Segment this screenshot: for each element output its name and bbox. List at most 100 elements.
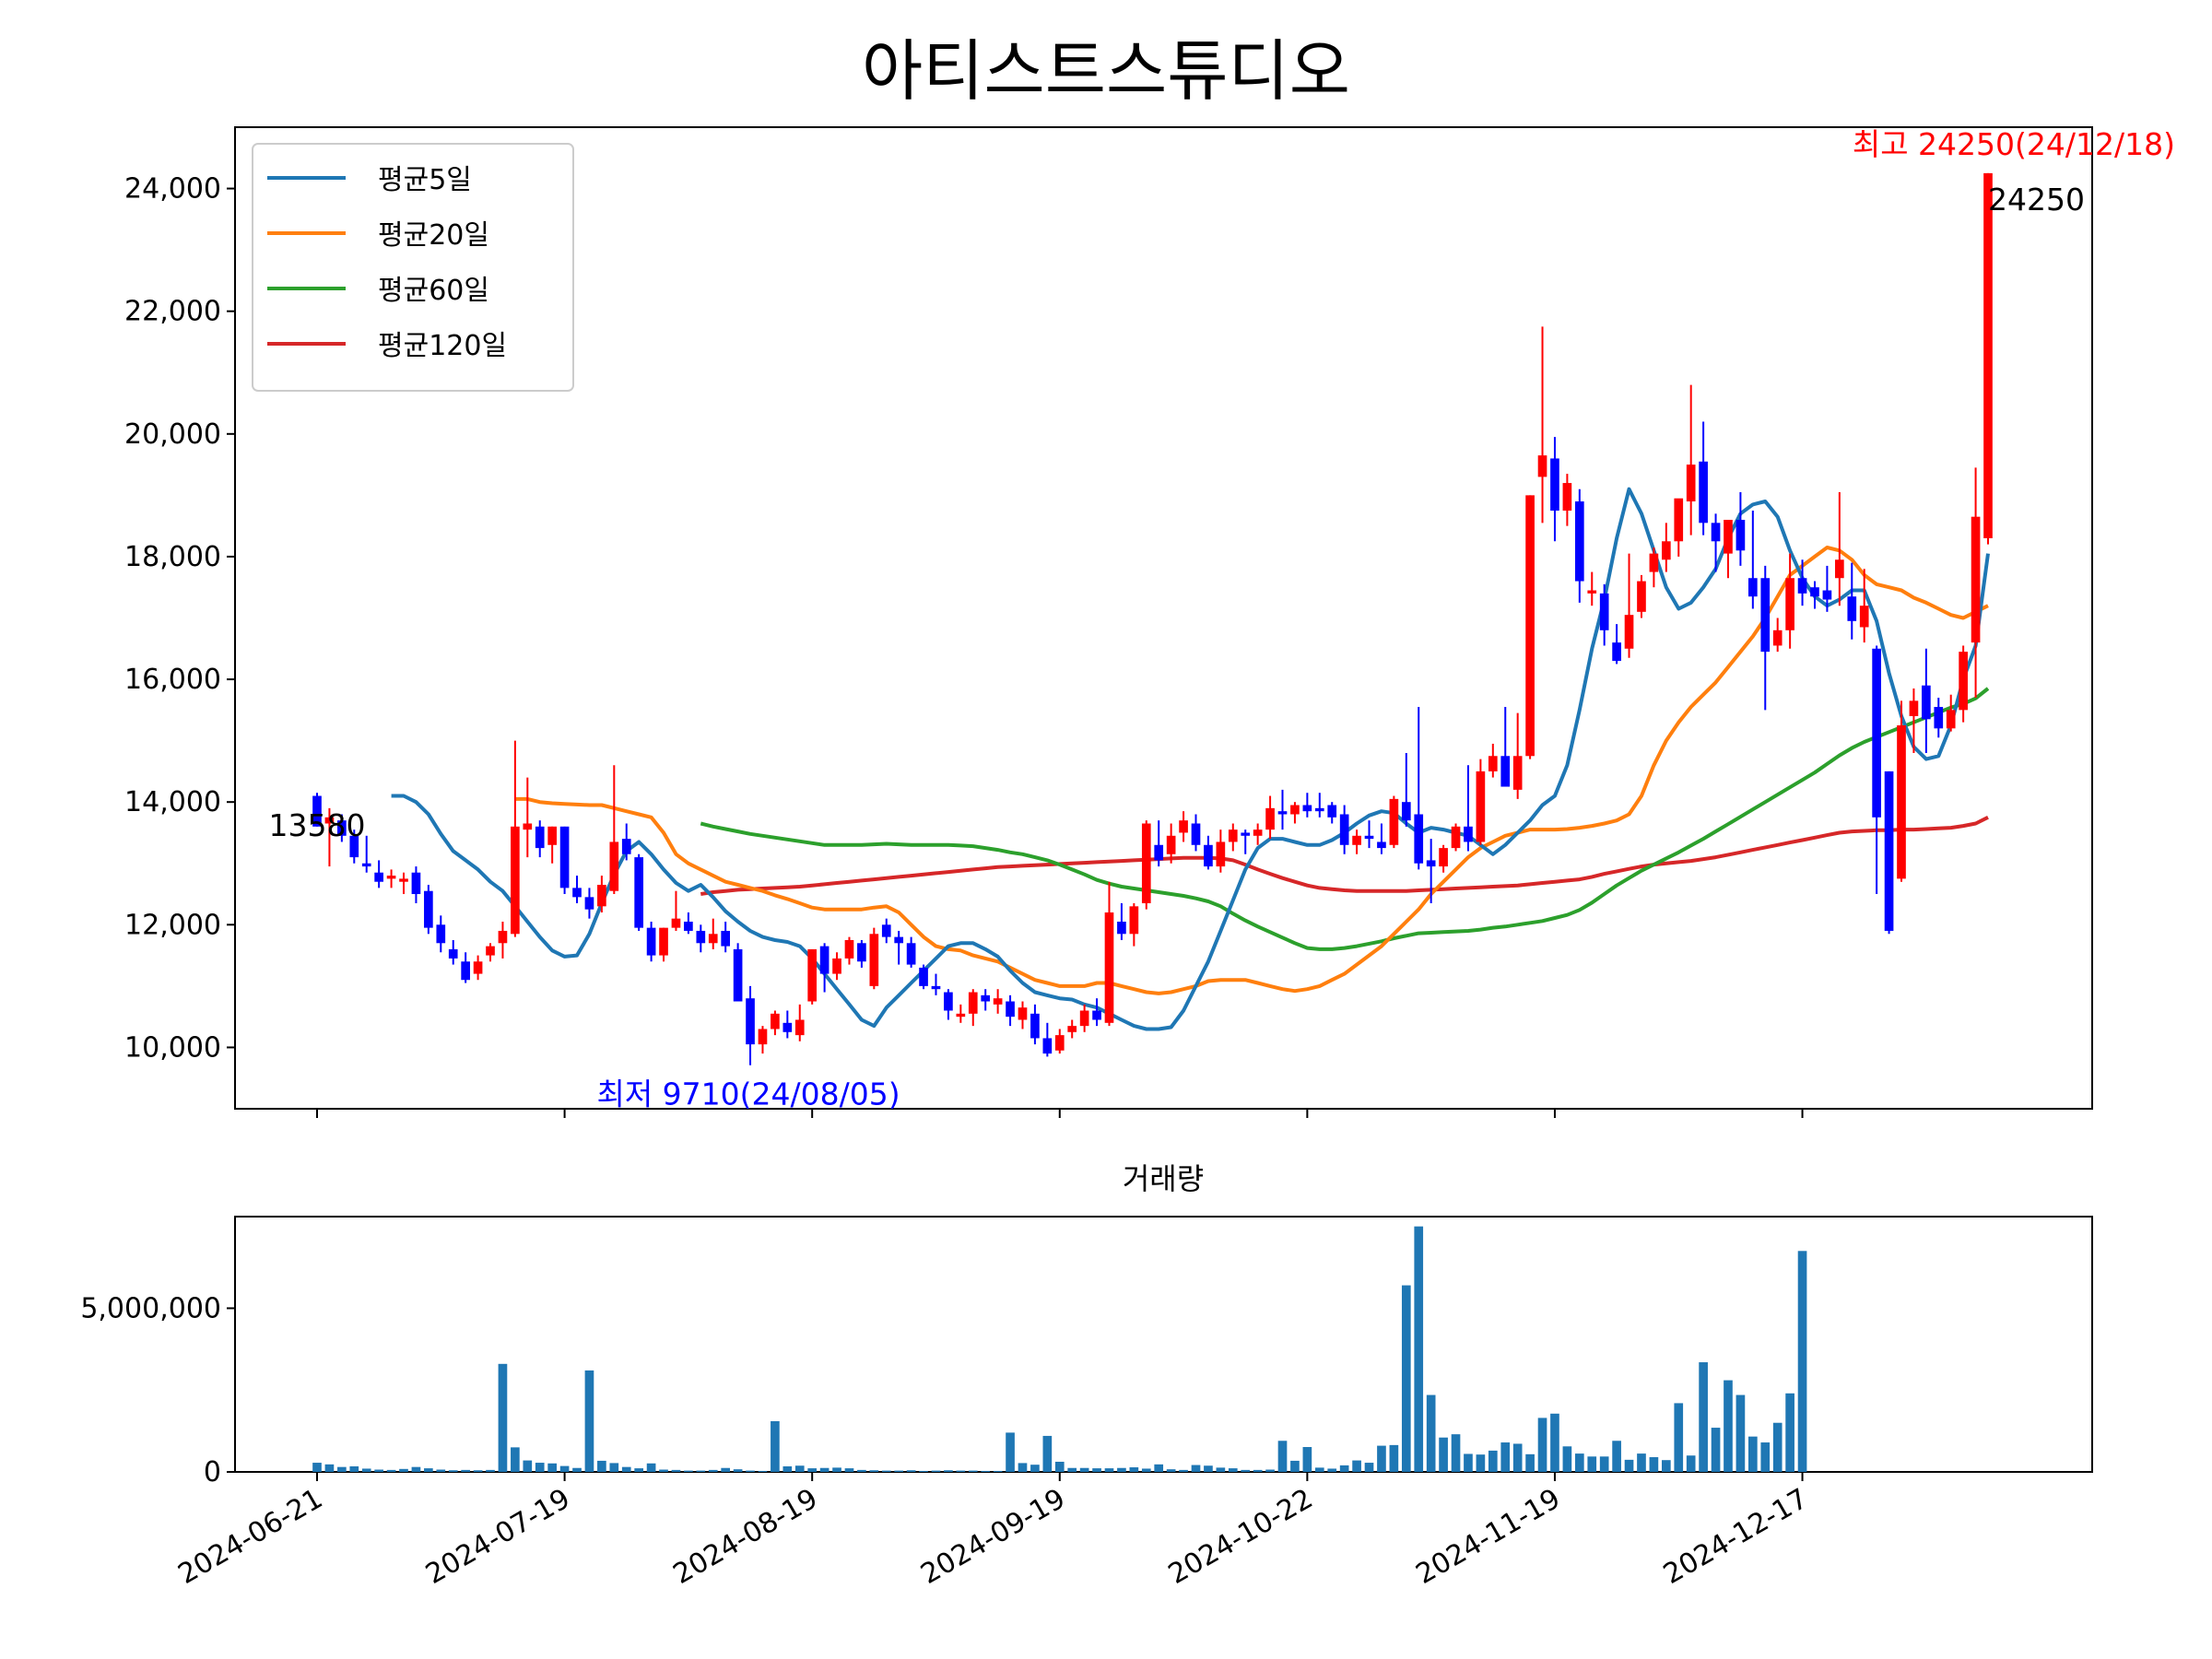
candle-body [1464,826,1473,842]
candle-body [1772,629,1783,646]
candle-body [931,985,941,990]
candle-body [411,872,421,895]
candle-body [498,930,508,944]
volume-bar [993,1470,1003,1472]
volume-bar [621,1466,631,1472]
volume-y-tick-label: 0 [204,1456,221,1488]
volume-bar [1166,1469,1176,1472]
candle-body [1389,798,1399,845]
ma120-line [700,816,1989,896]
volume-bar [721,1467,731,1472]
volume-bar [486,1469,495,1472]
volume-bar [1290,1460,1300,1472]
candle-body [721,930,731,947]
volume-bar [1314,1467,1324,1472]
candle-body [634,857,644,928]
volume-bar [1204,1465,1213,1472]
candle-body [671,918,681,928]
date-tick-label: 2024-06-21 [173,1483,328,1591]
volume-bar [535,1463,545,1472]
volume-title: 거래량 [1123,1161,1204,1196]
volume-bar [1599,1456,1609,1472]
candle-body [1129,906,1139,935]
legend-label: 평균5일 [378,164,472,196]
date-tick-label: 2024-07-19 [420,1483,575,1591]
volume-bar [1537,1418,1547,1472]
volume-bar [944,1470,953,1472]
candle-body [1946,710,1956,729]
volume-bar [1253,1469,1263,1472]
volume-bar [1612,1441,1621,1472]
volume-bar [881,1470,891,1472]
candle-body [1228,830,1238,842]
candle-body [1884,771,1894,931]
candle-body [956,1013,966,1018]
volume-bar [312,1463,322,1472]
volume-bar [869,1470,879,1472]
candle-body [771,1013,780,1030]
price-y-tick-label: 22,000 [124,296,221,328]
volume-bar [1079,1467,1089,1472]
volume-bar [1637,1453,1646,1472]
candle-body [1054,1035,1065,1051]
volume-bar [1265,1469,1275,1472]
candle-body [1797,578,1807,594]
volume-bar [374,1469,383,1472]
candle-body [1897,724,1906,879]
candle-body [324,817,335,824]
candle-body [832,958,841,974]
candle-body [1042,1038,1053,1054]
candle-body [1699,461,1708,524]
candle-body [1599,593,1609,630]
candle-body [1451,826,1461,849]
candle-body [1512,756,1523,790]
volume-bar [1649,1457,1659,1472]
volume-bar [857,1469,866,1472]
candle-body [1364,835,1374,840]
candle-body [1686,465,1696,502]
candle-body [349,835,359,858]
volume-bar [659,1469,668,1472]
candle-body [473,961,483,974]
candle-body [337,820,347,836]
candle-body [1500,756,1511,787]
volume-bar [1500,1442,1511,1472]
volume-bar [1674,1403,1684,1472]
volume-bar [1067,1467,1077,1472]
volume-bar [708,1469,718,1472]
candle-body [621,839,631,854]
volume-bar [1401,1285,1411,1472]
candle-body [1104,912,1114,1023]
candle-body [1909,700,1919,716]
candle-body [684,921,693,931]
price-axis: 10,000 12,000 14,000 16,000 18,000 20,000 22,0… [124,173,235,1064]
candle-body [1661,541,1671,560]
candle-body [1624,615,1634,649]
volume-bar [1092,1468,1101,1472]
volume-y-tick-label: 5,000,000 [80,1292,221,1324]
candle-body [981,994,991,1002]
candle-body [361,863,371,867]
volume-bar [1054,1461,1065,1472]
candle-body [386,876,396,879]
candle-body [424,890,433,928]
candle-body [919,967,928,986]
volume-bar [956,1470,966,1472]
volume-bar [547,1463,557,1472]
candle-body [1401,802,1411,821]
volume-bar [473,1470,483,1472]
volume-bar [1488,1450,1498,1472]
volume-bar [1711,1428,1721,1472]
candle-body [1141,823,1151,904]
volume-bar [424,1468,433,1472]
candle-body [1760,578,1771,653]
volume-bar [733,1469,743,1472]
price-y-tick-label: 12,000 [124,909,221,941]
candle-body [609,841,619,891]
volume-bar [448,1470,458,1472]
volume-bar [436,1469,446,1472]
candle-body [794,1019,805,1036]
candle-body [1488,756,1498,771]
candlesticks [312,172,1993,1065]
